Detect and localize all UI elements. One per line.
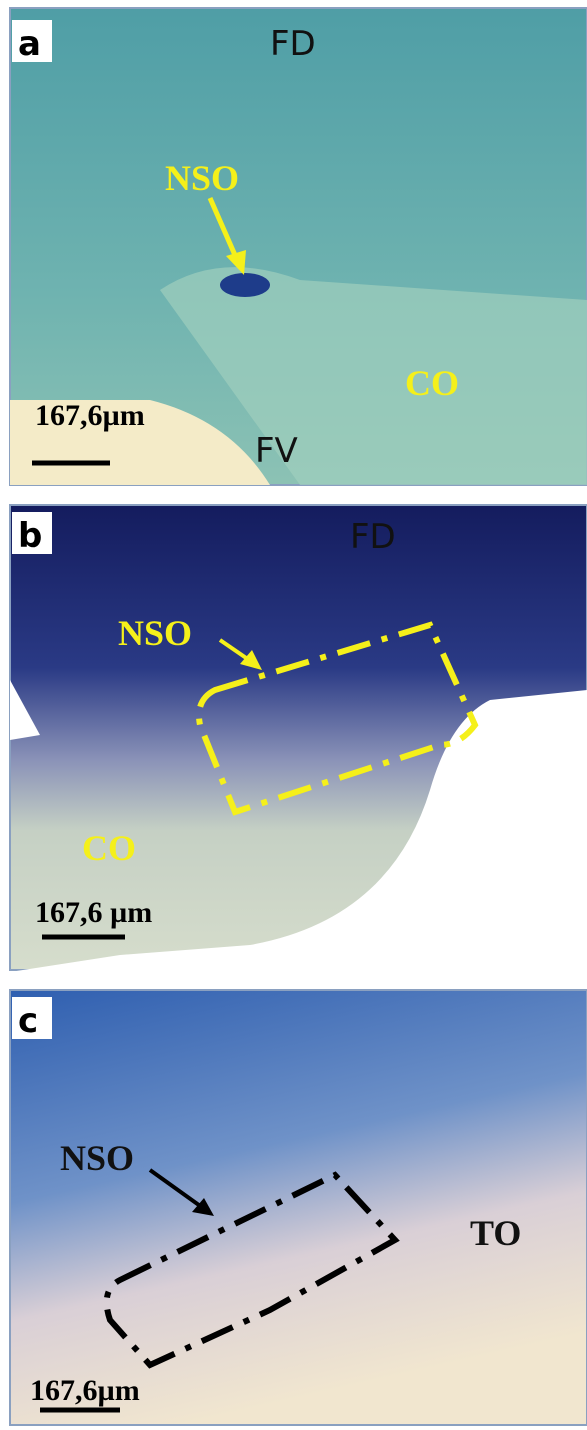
- panel-c: c NSO TO 167,6µm: [10, 990, 587, 1425]
- region-label: CO: [82, 828, 136, 868]
- nucleus-label: NSO: [118, 613, 192, 653]
- scale-text: 167,6 µm: [35, 896, 152, 929]
- scale-text: 167,6µm: [30, 1374, 140, 1407]
- region-label: CO: [405, 363, 459, 403]
- region-label: TO: [470, 1213, 521, 1253]
- nucleus-label: NSO: [60, 1138, 134, 1178]
- panel-b: b FD NSO CO 167,6 µm: [10, 505, 587, 972]
- nucleus-label: NSO: [165, 158, 239, 198]
- region-label: FD: [350, 517, 396, 557]
- micrograph: [10, 990, 587, 1425]
- region-label: FD: [270, 24, 316, 64]
- panel-a: a FD NSO CO FV 167,6µm: [10, 8, 587, 485]
- region-label: FV: [255, 431, 298, 471]
- panel-label: a: [18, 24, 41, 64]
- cell-cluster: [220, 273, 270, 297]
- panel-label: b: [18, 516, 42, 556]
- scale-text: 167,6µm: [35, 399, 145, 432]
- figure: a FD NSO CO FV 167,6µm b FD NSO CO 167,6…: [0, 0, 587, 1430]
- panel-label: c: [18, 1001, 38, 1041]
